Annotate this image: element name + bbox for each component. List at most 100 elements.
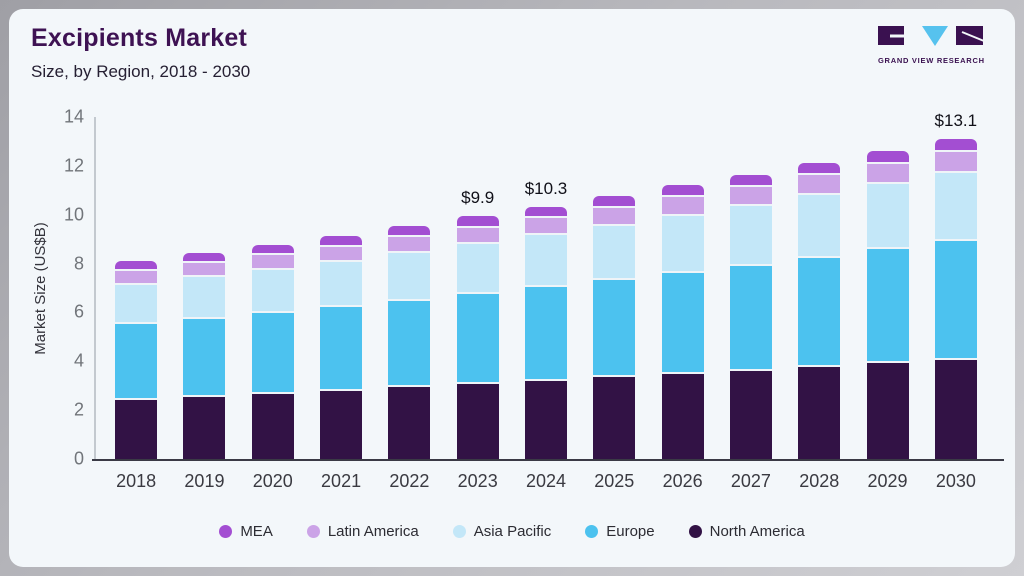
segment-mea — [388, 226, 431, 236]
x-tick-label: 2025 — [594, 471, 635, 491]
x-tick-label: 2030 — [935, 471, 976, 491]
bar-slot-2023: $9.9 2023 — [444, 117, 512, 491]
segment-latin-america — [456, 225, 499, 243]
stacked-bar-2024 — [524, 206, 567, 459]
bar-slot-2028: 2028 — [785, 117, 853, 491]
gvr-logo-icon: GRAND VIEW RESEARCH — [878, 26, 985, 65]
segment-asia-pacific — [524, 233, 567, 286]
segment-mea — [661, 185, 704, 196]
y-tick-label: 12 — [63, 155, 84, 176]
segment-europe — [729, 263, 772, 369]
plot-area: Market Size (US$B) 2018 2019 2020 2021 2022 $… — [32, 107, 1004, 491]
page-title: Excipients Market — [31, 24, 247, 52]
legend-label: Latin America — [327, 523, 419, 540]
y-axis-title: Market Size (US$B) — [31, 221, 49, 355]
segment-latin-america — [661, 195, 704, 214]
segment-north-america — [320, 388, 363, 459]
x-tick-label: 2022 — [389, 471, 430, 491]
segment-mea — [251, 244, 294, 254]
stacked-bar-2018 — [115, 261, 158, 459]
legend-dot-icon — [452, 525, 466, 538]
x-tick-label: 2019 — [184, 471, 225, 491]
stacked-bar-2025 — [593, 196, 636, 459]
legend-dot-icon — [585, 525, 599, 538]
stacked-bar-2023 — [456, 216, 499, 459]
x-tick-label: 2029 — [867, 471, 908, 491]
stacked-bar-2027 — [729, 174, 772, 459]
segment-mea — [729, 174, 772, 185]
bar-slot-2022: 2022 — [375, 117, 443, 491]
y-tick-label: 8 — [73, 253, 84, 274]
segment-europe — [183, 316, 226, 395]
y-tick-label: 10 — [63, 204, 84, 225]
bar-slot-2027: 2027 — [717, 117, 785, 491]
segment-north-america — [934, 357, 977, 459]
bar-slot-2025: 2025 — [580, 117, 648, 491]
y-axis-title-wrap: Market Size (US$B) — [30, 117, 50, 459]
segment-europe — [593, 278, 636, 376]
segment-asia-pacific — [798, 193, 841, 256]
legend-item-asia-pacific: Asia Pacific — [452, 523, 551, 540]
x-tick-label: 2028 — [799, 471, 840, 491]
legend-label: Europe — [606, 523, 655, 540]
stacked-bar-2022 — [388, 226, 431, 459]
segment-north-america — [388, 385, 431, 459]
segment-north-america — [115, 397, 158, 459]
y-axis-line — [94, 117, 96, 459]
segment-latin-america — [320, 244, 363, 260]
segment-europe — [524, 285, 567, 379]
segment-mea — [524, 206, 567, 217]
segment-europe — [251, 311, 294, 392]
bar-value-label: $9.9 — [461, 188, 495, 208]
x-tick-label: 2023 — [457, 471, 498, 491]
y-tick-label: 4 — [73, 350, 84, 371]
segment-north-america — [729, 368, 772, 459]
y-tick-label: 6 — [73, 301, 84, 322]
segment-mea — [183, 253, 226, 262]
segment-mea — [798, 162, 841, 174]
segment-europe — [866, 247, 909, 362]
legend-dot-icon — [306, 525, 320, 538]
chart-legend: MEA Latin America Asia Pacific Europe North … — [9, 523, 1015, 540]
bar-slot-2018: 2018 — [102, 117, 170, 491]
stacked-bar-2030 — [934, 138, 977, 459]
segment-asia-pacific — [388, 251, 431, 299]
segment-europe — [661, 270, 704, 373]
segment-mea — [934, 138, 977, 150]
segment-latin-america — [388, 235, 431, 252]
stacked-bar-2026 — [661, 185, 704, 459]
segment-latin-america — [934, 149, 977, 172]
segment-north-america — [661, 372, 704, 459]
x-tick-label: 2018 — [116, 471, 157, 491]
legend-item-north-america: North America — [688, 523, 805, 540]
bar-slot-2020: 2020 — [239, 117, 307, 491]
segment-mea — [866, 150, 909, 162]
segment-asia-pacific — [251, 267, 294, 312]
segment-latin-america — [593, 205, 636, 224]
legend-dot-icon — [688, 525, 702, 538]
bar-slot-2026: 2026 — [648, 117, 716, 491]
y-tick-label: 14 — [63, 106, 84, 127]
legend-dot-icon — [219, 525, 233, 538]
bar-slot-2024: $10.3 2024 — [512, 117, 580, 491]
segment-asia-pacific — [593, 223, 636, 279]
segment-mea — [593, 196, 636, 206]
segment-asia-pacific — [320, 259, 363, 306]
segment-mea — [320, 235, 363, 245]
y-tick-label: 0 — [73, 448, 84, 469]
legend-label: North America — [709, 523, 805, 540]
bar-slot-2029: 2029 — [853, 117, 921, 491]
legend-label: MEA — [240, 523, 273, 540]
legend-item-mea: MEA — [219, 523, 273, 540]
segment-asia-pacific — [866, 182, 909, 248]
stacked-bar-2028 — [798, 162, 841, 459]
bar-value-label: $10.3 — [524, 178, 568, 198]
segment-north-america — [524, 378, 567, 459]
x-tick-label: 2024 — [525, 471, 567, 491]
segment-latin-america — [251, 253, 294, 268]
segment-asia-pacific — [934, 171, 977, 240]
stacked-bar-2020 — [251, 244, 294, 459]
y-tick-label: 2 — [73, 399, 84, 420]
segment-mea — [456, 216, 499, 226]
